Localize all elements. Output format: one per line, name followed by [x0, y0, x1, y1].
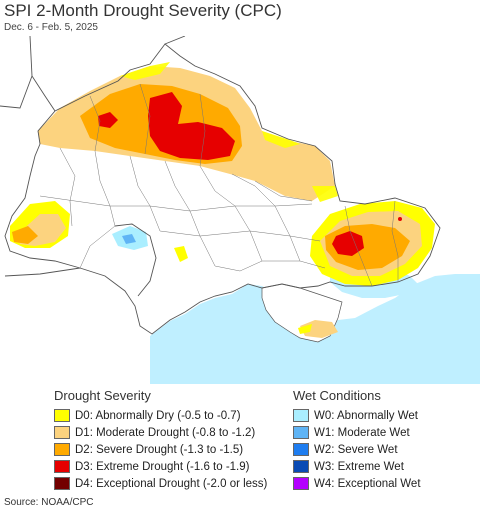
legend-item-d1: D1: Moderate Drought (-0.8 to -1.2): [54, 424, 267, 441]
d2-west-spot: [12, 226, 38, 244]
legend-swatch: [54, 443, 70, 456]
d3-north-spot: [98, 112, 118, 128]
wet-legend: Wet Conditions W0: Abnormally Wet W1: Mo…: [293, 388, 421, 492]
oblast-line-9: [149, 203, 313, 212]
oblast-line-8: [39, 195, 150, 207]
legend-swatch: [54, 409, 70, 422]
legend-swatch: [293, 477, 309, 490]
legend-item-w2: W2: Severe Wet: [293, 441, 421, 458]
drought-legend-heading: Drought Severity: [54, 388, 151, 403]
legend-swatch: [293, 460, 309, 473]
legend-label: D0: Abnormally Dry (-0.5 to -0.7): [75, 409, 241, 422]
date-range: Dec. 6 - Feb. 5, 2025: [4, 22, 98, 33]
ukraine-border: [4, 43, 441, 335]
legend-label: W1: Moderate Wet: [314, 426, 410, 439]
legend-label: W3: Extreme Wet: [314, 460, 404, 473]
oblast-line-13: [199, 93, 206, 167]
oblast-line-15: [214, 260, 326, 272]
legend-label: D4: Exceptional Drought (-2.0 or less): [75, 477, 268, 490]
page-title: SPI 2-Month Drought Severity (CPC): [4, 1, 282, 20]
romania-border: [4, 267, 81, 277]
oblast-line-17: [391, 200, 399, 282]
oblast-line-3: [129, 155, 161, 232]
legend-item-w1: W1: Moderate Wet: [293, 424, 421, 441]
drought-map: [0, 36, 480, 384]
legend-label: W0: Abnormally Wet: [314, 409, 418, 422]
legend-label: W2: Severe Wet: [314, 443, 398, 456]
d1-crimea-spot: [300, 320, 338, 338]
legend-label: D3: Extreme Drought (-1.6 to -1.9): [75, 460, 250, 473]
legend-item-w0: W0: Abnormally Wet: [293, 407, 421, 424]
moldova-border: [114, 223, 157, 297]
legend-label: D1: Moderate Drought (-0.8 to -1.2): [75, 426, 256, 439]
d3-north-core: [148, 92, 235, 160]
d3-east-dot: [398, 217, 402, 221]
oblast-line-1: [59, 147, 76, 227]
d3-east-core: [332, 231, 364, 256]
legend-label: D2: Severe Drought (-1.3 to -1.5): [75, 443, 244, 456]
w1-southwest-spot: [122, 234, 136, 244]
wet-legend-heading: Wet Conditions: [293, 388, 381, 403]
source-credit: Source: NOAA/CPC: [4, 497, 94, 508]
russia-border-north: [164, 36, 186, 45]
legend-swatch: [293, 409, 309, 422]
d0-north-edge: [120, 62, 338, 202]
legend-item-d3: D3: Extreme Drought (-1.6 to -1.9): [54, 458, 267, 475]
oblast-line-10: [159, 230, 321, 242]
west-border: [0, 75, 33, 109]
legend-item-d0: D0: Abnormally Dry (-0.5 to -0.7): [54, 407, 267, 424]
legend-swatch: [293, 426, 309, 439]
legend-item-w4: W4: Exceptional Wet: [293, 475, 421, 492]
drought-legend: Drought Severity D0: Abnormally Dry (-0.…: [54, 388, 267, 492]
legend-swatch: [54, 460, 70, 473]
legend-label: W4: Exceptional Wet: [314, 477, 421, 490]
legend-swatch: [54, 426, 70, 439]
legend-swatch: [54, 477, 70, 490]
oblast-line-16: [344, 205, 373, 287]
legend-swatch: [293, 443, 309, 456]
oblast-line-12: [139, 83, 151, 155]
legend-item-w3: W3: Extreme Wet: [293, 458, 421, 475]
legend-item-d4: D4: Exceptional Drought (-2.0 or less): [54, 475, 267, 492]
d0-south-spot: [174, 246, 188, 262]
legend-item-d2: D2: Severe Drought (-1.3 to -1.5): [54, 441, 267, 458]
oblast-line-11: [89, 95, 101, 152]
oblast-line-7: [254, 180, 313, 202]
belarus-border: [29, 36, 56, 112]
oblast-line-2: [94, 150, 116, 227]
d0-crimea-edge: [298, 324, 312, 334]
oblast-line-14: [79, 225, 116, 269]
